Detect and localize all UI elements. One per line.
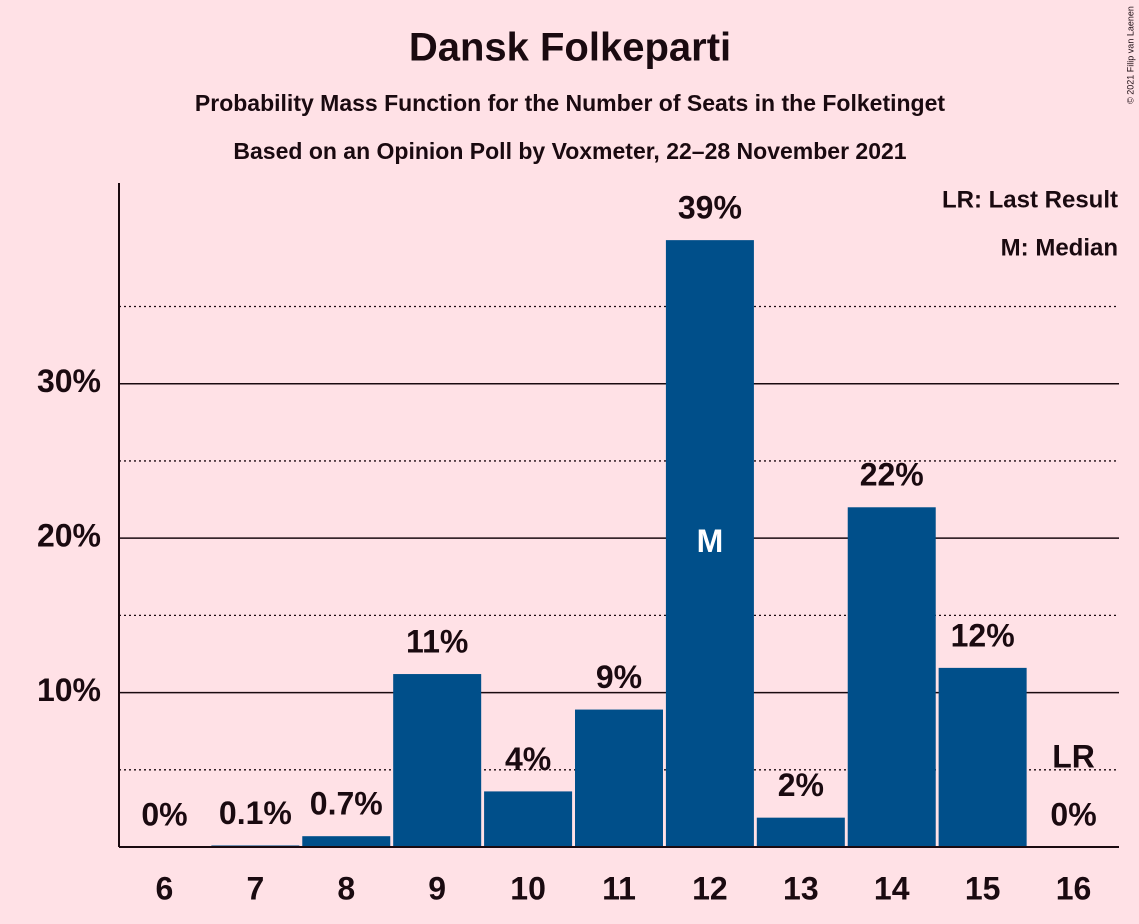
value-label: 0.7% [310, 786, 383, 822]
annotation: M [697, 523, 724, 559]
y-tick-label: 10% [37, 672, 101, 708]
x-tick-label: 10 [510, 870, 546, 906]
x-tick-label: 8 [337, 870, 355, 906]
bar [756, 817, 845, 847]
x-tick-label: 14 [874, 870, 910, 906]
chart-title: Dansk Folkeparti [409, 26, 731, 70]
y-tick-label: 20% [37, 518, 101, 554]
copyright: © 2021 Filip van Laenen [1125, 6, 1135, 104]
value-label: 39% [678, 190, 742, 226]
x-tick-label: 6 [156, 870, 174, 906]
value-label: 12% [951, 617, 1015, 653]
x-tick-label: 16 [1056, 870, 1092, 906]
legend-entry: M: Median [1001, 234, 1118, 261]
value-label: 2% [778, 767, 824, 803]
bar [484, 791, 573, 847]
bar [847, 507, 936, 847]
bar [302, 836, 391, 847]
chart-subtitle: Probability Mass Function for the Number… [195, 90, 945, 116]
bar [393, 674, 482, 847]
bar [575, 709, 663, 847]
chart-subtitle: Based on an Opinion Poll by Voxmeter, 22… [233, 138, 906, 164]
x-tick-label: 15 [965, 870, 1001, 906]
x-tick-label: 11 [602, 870, 636, 906]
value-label: 0% [141, 796, 187, 832]
x-tick-label: 7 [246, 870, 264, 906]
y-tick-label: 30% [37, 363, 101, 399]
value-label: 11% [406, 624, 468, 660]
value-label: 22% [860, 457, 924, 493]
bar [938, 667, 1027, 847]
value-label: 0% [1050, 796, 1096, 832]
value-label: 0.1% [219, 795, 292, 831]
x-tick-label: 12 [692, 870, 728, 906]
value-label: 9% [596, 659, 642, 695]
annotation: LR [1052, 738, 1095, 774]
x-tick-label: 9 [428, 870, 446, 906]
legend-entry: LR: Last Result [942, 186, 1118, 213]
x-tick-label: 13 [783, 870, 819, 906]
bar [665, 240, 754, 847]
value-label: 4% [505, 741, 551, 777]
